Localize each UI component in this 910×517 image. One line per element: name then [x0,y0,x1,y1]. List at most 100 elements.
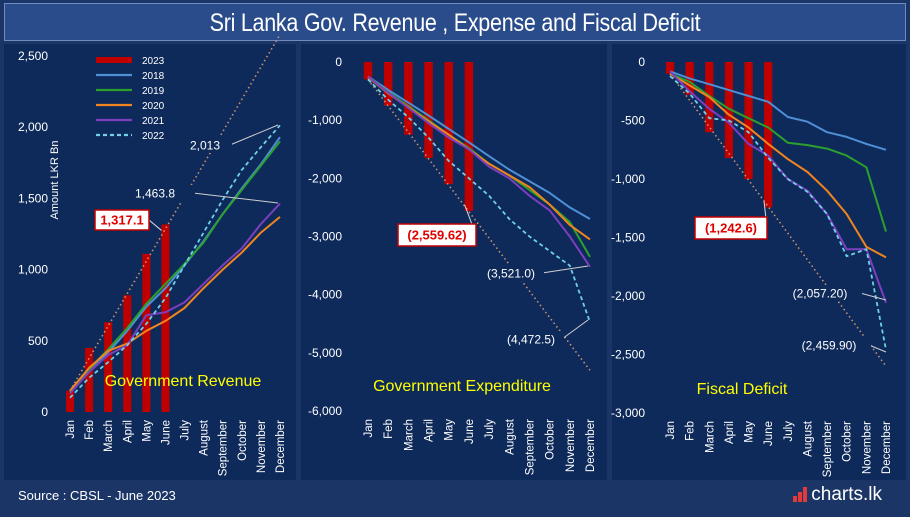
x-tick-label: October [545,419,557,460]
annotation-leader [148,219,162,231]
annotation-label: (3,521.0) [487,267,535,281]
y-tick-label: -2,000 [611,289,645,303]
series-line-2021 [669,70,887,304]
legend-label: 2022 [142,131,165,142]
x-tick-label: October [842,421,854,462]
bar-2023 [764,62,773,208]
x-tick-label: November [861,421,873,474]
panel-title: Government Revenue [105,373,262,390]
annotation-box [694,216,768,240]
legend-label: 2018 [142,71,165,82]
x-tick-label: December [275,420,287,473]
annotation-label: (2,057.20) [793,287,848,301]
annotation-box [397,223,477,247]
x-tick-label: June [464,419,476,444]
bar-2023 [142,253,151,412]
x-tick-label: August [504,418,516,455]
bar-2023 [65,390,75,412]
x-tick-label: Feb [84,420,96,440]
x-tick-label: Jan [65,420,77,439]
x-tick-label: April [424,419,436,442]
x-tick-label: August [802,420,814,457]
y-tick-label: -5,000 [308,346,342,360]
x-tick-label: July [484,419,496,440]
series-line-2021 [367,75,591,268]
annotation-label: (1,242.6) [705,221,757,236]
legend-swatch [96,57,132,63]
bar-2023 [744,62,753,179]
panel-title: Fiscal Deficit [697,381,788,398]
bar-2023 [444,62,453,185]
x-tick-label: August [199,419,211,456]
x-tick-label: Feb [685,421,697,441]
chart-panel-1: 0 500 1,000 1,500 2,000 2,500 Jan Feb March April… [18,34,287,476]
bar-2023 [383,62,393,106]
x-tick-label: March [103,420,115,452]
bar-2023 [724,62,734,158]
annotation-box [478,265,544,281]
x-tick-label: May [744,421,756,443]
series-line-2018 [367,75,591,220]
bar-2023 [464,62,474,211]
x-tick-label: March [704,421,716,453]
bar-2023 [424,62,433,158]
annotation-leader [859,292,887,301]
y-tick-label: 0 [41,405,48,419]
series-line-2022 [69,124,281,399]
series-line-2022 [669,75,887,350]
footer: Source : CBSL - June 2023 charts.lk [4,482,906,512]
y-axis-label: Amount LKR Bn [49,141,61,220]
x-tick-label: Jan [665,421,677,440]
x-tick-label: May [444,419,456,441]
y-tick-label: -1,000 [611,172,645,186]
x-tick-label: December [585,419,597,472]
annotation-label: 1,317.1 [100,213,143,228]
legend-label: 2021 [142,116,165,127]
y-tick-label: -2,500 [611,348,645,362]
chart-title: Sri Lanka Gov. Revenue , Expense and Fis… [209,9,701,37]
annotation-label: (4,472.5) [507,333,555,347]
y-tick-label: -1,500 [611,231,645,245]
series-line-2022 [367,78,591,323]
annotation-label: 1,463.8 [135,187,175,201]
y-tick-label: -4,000 [308,288,342,302]
brand-name: charts.lk [811,484,882,505]
title-bar: Sri Lanka Gov. Revenue , Expense and Fis… [4,3,906,41]
x-tick-label: April [122,420,134,443]
chart-panel-3: 0 -500 -1,000 -1,500 -2,000 -2,500 -3,000 Jan Fe… [611,55,893,477]
annotation-leader [229,124,279,146]
y-tick-label: 2,500 [18,49,48,63]
annotation-leader [561,319,589,340]
y-tick-label: 0 [638,55,645,69]
bar-2023 [665,62,675,74]
bar-2023 [363,62,373,80]
annotation-box [178,137,232,153]
x-tick-label: Jan [363,419,375,438]
x-tick-label: June [763,421,775,446]
x-tick-label: September [822,421,834,477]
y-tick-label: -2,000 [308,171,342,185]
x-tick-label: Feb [383,419,395,439]
annotation-leader [868,344,887,353]
y-tick-label: 2,000 [18,120,48,134]
bar-2023 [123,295,132,412]
series-line-2018 [669,70,887,151]
x-tick-label: November [256,420,268,473]
annotation-box [498,331,564,347]
y-tick-label: -6,000 [308,404,342,418]
legend-label: 2019 [142,86,165,97]
bar-chart-icon [793,486,809,502]
y-tick-label: 1,000 [18,263,48,277]
bar-2023 [85,347,94,412]
y-tick-label: -3,000 [308,230,342,244]
bar-2023 [104,322,113,412]
y-tick-label: 500 [28,334,48,348]
x-tick-label: July [180,420,192,441]
source-note: Source : CBSL - June 2023 [18,488,176,503]
brand-logo[interactable]: charts.lk [793,484,882,506]
annotation-label: (2,459.90) [802,339,857,353]
bar-2023 [404,62,413,135]
chart-panel-2: 0 -1,000 -2,000 -3,000 -4,000 -5,000 -6,000 Jan… [308,55,597,475]
legend-label: 2020 [142,101,165,112]
